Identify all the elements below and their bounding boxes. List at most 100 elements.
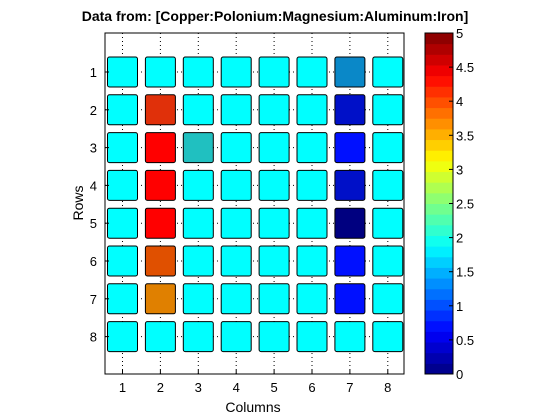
- heatmap-cell: [334, 169, 366, 201]
- heatmap-cell: [334, 94, 366, 126]
- y-tick-label: 3: [90, 141, 97, 156]
- heatmap-cell: [258, 321, 290, 353]
- heatmap-cell: [107, 132, 138, 164]
- colorbar-segment: [425, 75, 453, 87]
- heatmap-cell: [334, 207, 366, 239]
- x-tick-label: 1: [119, 380, 126, 395]
- heatmap-cell: [372, 169, 404, 201]
- colorbar-segment: [425, 182, 453, 194]
- grid-lines: [105, 33, 404, 374]
- heatmap-cell: [220, 245, 252, 277]
- colorbar-segment: [425, 118, 453, 130]
- heatmap-cell: [258, 94, 290, 126]
- colorbar-segment: [425, 278, 453, 290]
- heatmap-cell: [144, 56, 176, 88]
- colorbar-segment: [425, 139, 453, 151]
- x-tick-label: 5: [270, 380, 277, 395]
- colorbar-segment: [425, 235, 453, 247]
- heatmap-cell: [107, 321, 138, 353]
- heatmap-cell: [182, 207, 214, 239]
- heatmap-cell: [258, 207, 290, 239]
- heatmap-cell: [258, 169, 290, 201]
- colorbar-tick-label: 4.5: [456, 60, 474, 75]
- colorbar-tick-label: 0: [456, 367, 463, 382]
- colorbar-segment: [425, 224, 453, 236]
- colorbar-segment: [425, 256, 453, 268]
- heatmap-cell: [144, 169, 176, 201]
- heatmap-cell: [372, 321, 404, 353]
- colorbar-segment: [425, 160, 453, 173]
- colorbar-segment: [425, 310, 453, 322]
- x-tick-label: 7: [346, 380, 353, 395]
- heatmap-cell: [144, 207, 176, 239]
- heatmap-cells: [107, 56, 404, 353]
- colorbar-segment: [425, 54, 453, 66]
- heatmap-cell: [334, 56, 366, 88]
- y-tick-label: 4: [90, 178, 97, 193]
- heatmap-cell: [258, 56, 290, 88]
- heatmap-cell: [258, 283, 290, 315]
- colorbar-segment: [425, 214, 453, 226]
- heatmap-cell: [182, 169, 214, 201]
- heatmap-cell: [334, 245, 366, 277]
- x-tick-label: 8: [384, 380, 391, 395]
- heatmap-cell: [296, 283, 328, 315]
- colorbar-segment: [425, 267, 453, 279]
- colorbar-segment: [425, 299, 453, 311]
- chart-title: Data from: [Copper:Polonium:Magnesium:Al…: [82, 8, 469, 24]
- colorbar-segment: [425, 246, 453, 258]
- y-tick-label: 7: [90, 292, 97, 307]
- heatmap-cell: [220, 56, 252, 88]
- colorbar-segment: [425, 342, 453, 354]
- y-tick-label: 6: [90, 254, 97, 269]
- heatmap-cell: [334, 283, 366, 315]
- plot-area: [104, 32, 405, 375]
- colorbar-tick-label: 0.5: [456, 333, 474, 348]
- heatmap-cell: [220, 283, 252, 315]
- colorbar-segment: [425, 192, 453, 204]
- heatmap-cell: [107, 283, 138, 315]
- x-axis-label: Columns: [225, 399, 280, 415]
- y-axis-label: Rows: [70, 185, 86, 220]
- x-tick-label: 3: [195, 380, 202, 395]
- heatmap-cell: [372, 94, 404, 126]
- colorbar-tick-label: 2: [456, 231, 463, 246]
- heatmap-cell: [220, 132, 252, 164]
- heatmap-cell: [296, 207, 328, 239]
- heatmap-cell: [372, 207, 404, 239]
- y-tick-label: 1: [90, 65, 97, 80]
- colorbar-segment: [425, 171, 453, 183]
- heatmap-cell: [144, 321, 176, 353]
- heatmap-cell: [182, 94, 214, 126]
- heatmap-cell: [107, 56, 138, 88]
- y-tick-label: 8: [90, 330, 97, 345]
- heatmap-cell: [334, 132, 366, 164]
- heatmap-cell: [372, 56, 404, 88]
- heatmap-cell: [296, 56, 328, 88]
- colorbar-segment: [425, 150, 453, 162]
- heatmap-cell: [182, 245, 214, 277]
- heatmap-cell: [296, 94, 328, 126]
- heatmap-cell: [372, 283, 404, 315]
- colorbar-segment: [425, 128, 453, 141]
- colorbar-segment: [425, 96, 453, 109]
- colorbar-segment: [425, 288, 453, 300]
- heatmap-cell: [144, 283, 176, 315]
- colorbar-segment: [425, 331, 453, 343]
- heatmap-cell: [372, 132, 404, 164]
- heatmap-cell: [220, 94, 252, 126]
- colorbar: [424, 32, 454, 375]
- heatmap-cell: [144, 94, 176, 126]
- plot-frame: [104, 32, 405, 375]
- x-tick-label: 6: [308, 380, 315, 395]
- colorbar-tick-label: 2.5: [456, 197, 474, 212]
- colorbar-tick-label: 3: [456, 162, 463, 177]
- colorbar-segment: [425, 33, 453, 45]
- heatmap-cell: [334, 321, 366, 353]
- y-tick-label: 2: [90, 103, 97, 118]
- heatmap-cell: [107, 169, 138, 201]
- colorbar-segment: [425, 64, 453, 77]
- heatmap-cell: [220, 169, 252, 201]
- heatmap-cell: [258, 132, 290, 164]
- heatmap-cell: [182, 321, 214, 353]
